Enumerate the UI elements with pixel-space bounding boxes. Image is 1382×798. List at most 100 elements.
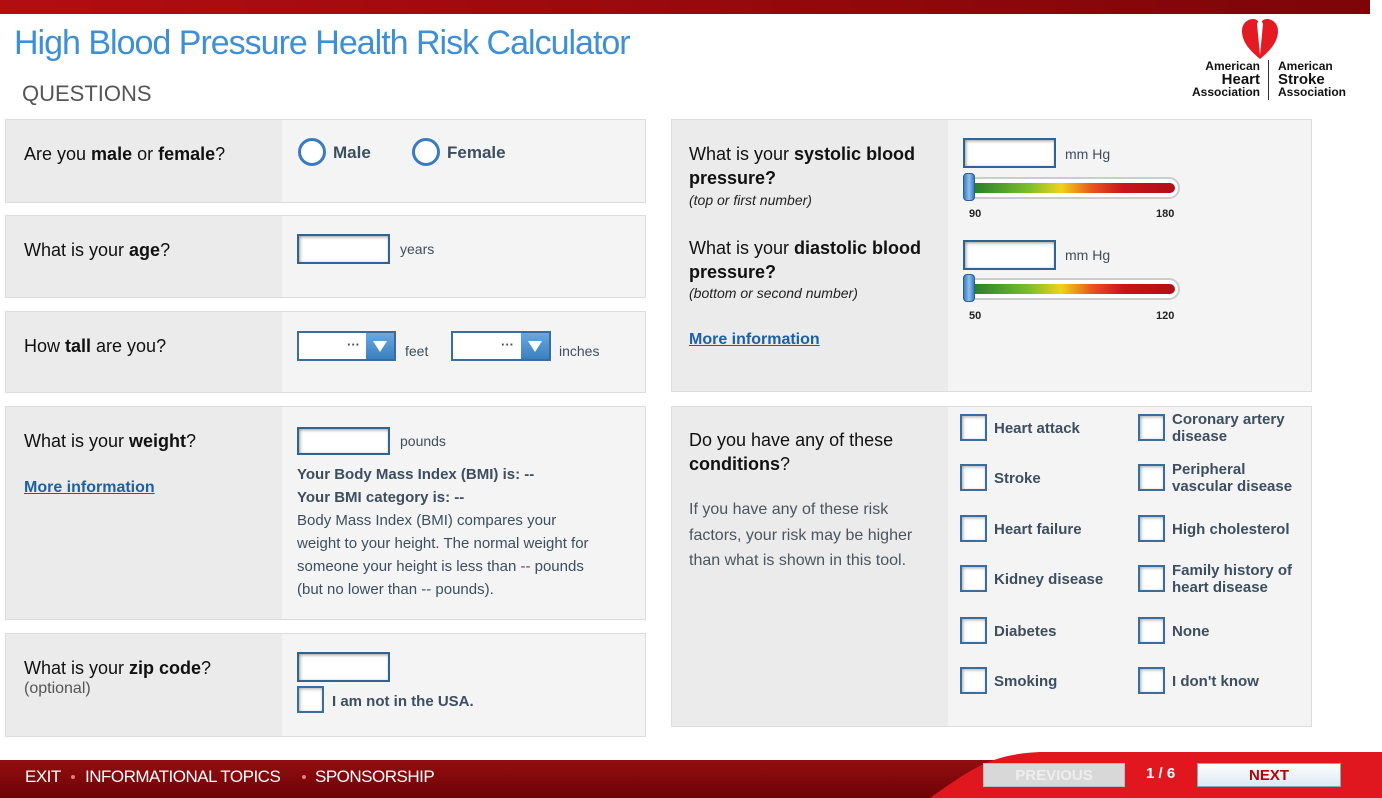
text: zip code [129,658,202,678]
slider-track[interactable] [963,278,1180,300]
checkbox[interactable] [960,667,987,694]
checkbox[interactable] [1138,667,1165,694]
unit: feet [405,343,429,359]
checkbox-label: Diabetes [994,622,1057,640]
select-arrow [521,333,549,359]
checkbox-label: I don't know [1172,672,1259,690]
slider-min: 90 [969,208,982,220]
checkbox-label: Heart attack [994,419,1080,437]
checkbox[interactable] [1138,414,1165,441]
label-area [672,407,948,726]
label-area [672,120,948,391]
checkbox-label: Smoking [994,672,1058,690]
logo-text: Association [1191,85,1260,99]
slider-max: 120 [1156,310,1175,322]
next-button[interactable]: NEXT [1197,763,1341,787]
slider-thumb[interactable] [963,173,975,201]
radio[interactable] [298,138,326,166]
logo-icon [1242,17,1278,59]
placeholder: ··· [347,337,360,352]
text: ? [215,144,226,164]
checkbox[interactable] [1138,565,1165,592]
checkbox-label: Kidney disease [994,570,1104,588]
hint: (top or first number) [689,192,812,208]
logo-text: Heart [1221,71,1260,88]
text: What is your [24,431,130,451]
bmi-result: Your Body Mass Index (BMI) is: -- Your BM… [297,463,534,509]
checkbox[interactable] [960,515,987,542]
question: How tall are you? [24,334,166,358]
unit: mm Hg [1065,247,1111,263]
feet-select[interactable]: ··· [297,331,396,361]
checkbox-label: None [1172,622,1210,640]
footer-link[interactable]: EXIT [25,767,61,786]
checkbox-label: Coronary artery disease [1172,411,1285,445]
age-panel: What is your age? years [5,215,646,298]
logo-text: Stroke [1278,71,1325,88]
age-input[interactable] [297,234,390,264]
conditions-panel: Do you have any of these conditions? If … [671,406,1312,727]
diastolic-input[interactable] [963,240,1056,270]
arrow-icon [373,341,387,352]
text: What is your [24,658,130,678]
zip-input[interactable] [297,652,390,682]
label-area [6,120,282,202]
text: ? [780,454,791,474]
placeholder: ··· [501,337,514,352]
more-info-link[interactable]: More information [24,479,155,496]
unit: years [400,241,435,257]
text: ? [186,431,197,451]
checkbox-label: Peripheral vascular disease [1172,461,1293,495]
radio[interactable] [412,138,440,166]
hint: (bottom or second number) [689,285,858,301]
question: What is your zip code? [24,656,211,680]
zip-panel: What is your zip code? (optional) I am n… [5,633,646,737]
checkbox-label: Heart failure [994,520,1082,538]
weight-input[interactable] [297,427,390,455]
question: What is your diastolic blood pressure? [689,236,934,284]
checkbox-label: I am not in the USA. [332,693,474,710]
checkbox[interactable] [297,686,324,713]
slider-track[interactable] [963,177,1180,199]
question: Do you have any of these conditions? [689,428,919,476]
text: systolic blood pressure? [689,144,916,188]
logo-text: Association [1278,85,1347,99]
footer-link[interactable]: INFORMATIONAL TOPICS [85,767,281,786]
slider-gradient [968,183,1175,193]
checkbox[interactable] [1138,515,1165,542]
more-info-link[interactable]: More information [689,331,820,348]
checkbox-label: High cholesterol [1172,520,1290,538]
question: Are you male or female? [24,142,225,166]
previous-button[interactable]: PREVIOUS [983,763,1125,787]
checkbox[interactable] [960,617,987,644]
text: female [158,144,216,164]
slider-thumb[interactable] [963,274,975,302]
text: are you? [91,336,167,356]
top-bar [0,0,1370,14]
bp-panel: What is your systolic blood pressure? (t… [671,119,1312,392]
text: ? [160,240,171,260]
checkbox-label: Stroke [994,469,1041,487]
text: Do you have any of these [689,430,894,450]
question: What is your systolic blood pressure? [689,142,934,190]
slider-gradient [968,284,1175,294]
checkbox[interactable] [960,464,987,491]
footer-link[interactable]: SPONSORSHIP [315,767,435,786]
title: High Blood Pressure Health Risk Calculat… [14,24,631,62]
label-area [6,312,282,392]
checkbox[interactable] [960,565,987,592]
gender-panel: Are you male or female? Male Female [5,119,646,203]
inches-select[interactable]: ··· [451,331,551,361]
label-area [6,407,282,619]
checkbox[interactable] [1138,617,1165,644]
hint: (optional) [24,680,91,697]
question: What is your age? [24,238,170,262]
text: conditions [689,454,780,474]
checkbox[interactable] [1138,464,1165,491]
progress: 1 / 6 [1146,765,1176,782]
systolic-input[interactable] [963,138,1056,168]
checkbox[interactable] [960,414,987,441]
subtitle: QUESTIONS [22,81,152,106]
text: What is your [24,240,130,260]
